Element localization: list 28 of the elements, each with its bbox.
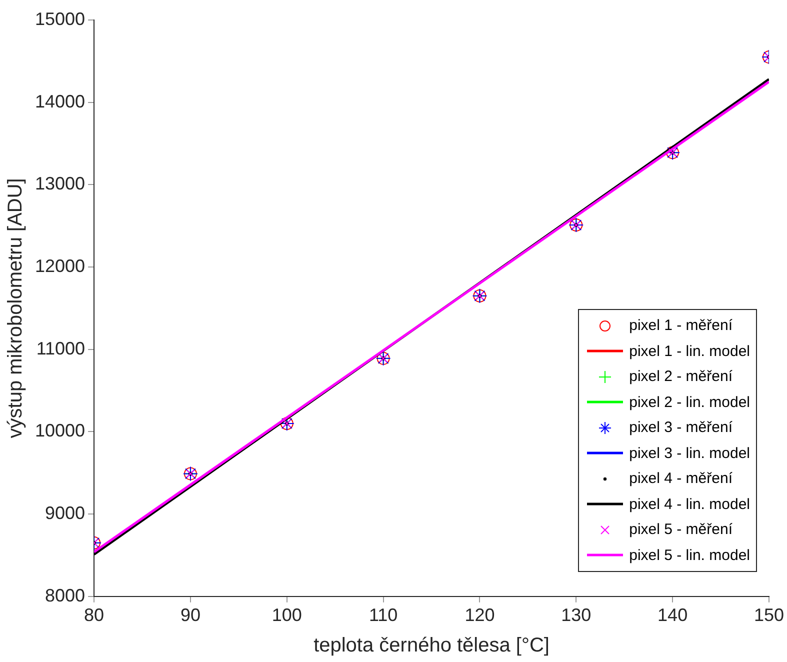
y-tick-label: 10000 [34, 420, 86, 441]
x-tick-label: 150 [754, 605, 784, 626]
y-tick-label: 9000 [45, 503, 86, 524]
x-tick-label: 130 [561, 605, 592, 626]
y-tick-label: 8000 [45, 585, 86, 606]
y-tick-label: 13000 [34, 174, 86, 194]
legend-label: pixel 5 - měření [629, 521, 732, 538]
x-tick-label: 140 [658, 605, 688, 626]
y-tick-label: 15000 [34, 8, 86, 29]
x-axis-title: teplota černého tělesa [°C] [314, 634, 550, 657]
x-tick-label: 100 [272, 605, 302, 626]
y-tick-label: 12000 [34, 256, 86, 276]
legend-label: pixel 4 - lin. model [629, 496, 750, 513]
x-tick-label: 80 [84, 605, 104, 626]
legend-label: pixel 2 - měření [629, 368, 732, 386]
legend-label: pixel 3 - měření [629, 419, 732, 436]
legend-label: pixel 2 - lin. model [629, 394, 750, 411]
legend-label: pixel 4 - měření [629, 470, 732, 488]
x-tick-label: 110 [368, 605, 398, 626]
legend-label: pixel 3 - lin. model [629, 444, 750, 462]
y-tick-label: 14000 [34, 91, 86, 112]
legend-label: pixel 1 - lin. model [629, 342, 750, 360]
y-tick-label: 11000 [36, 338, 86, 358]
legend-label: pixel 1 - měření [629, 317, 732, 334]
x-tick-label: 120 [464, 605, 495, 626]
legend-label: pixel 5 - lin. model [629, 546, 750, 564]
y-axis-title: výstup mikrobolometru [ADU] [4, 178, 27, 438]
x-tick-label: 90 [180, 605, 200, 626]
